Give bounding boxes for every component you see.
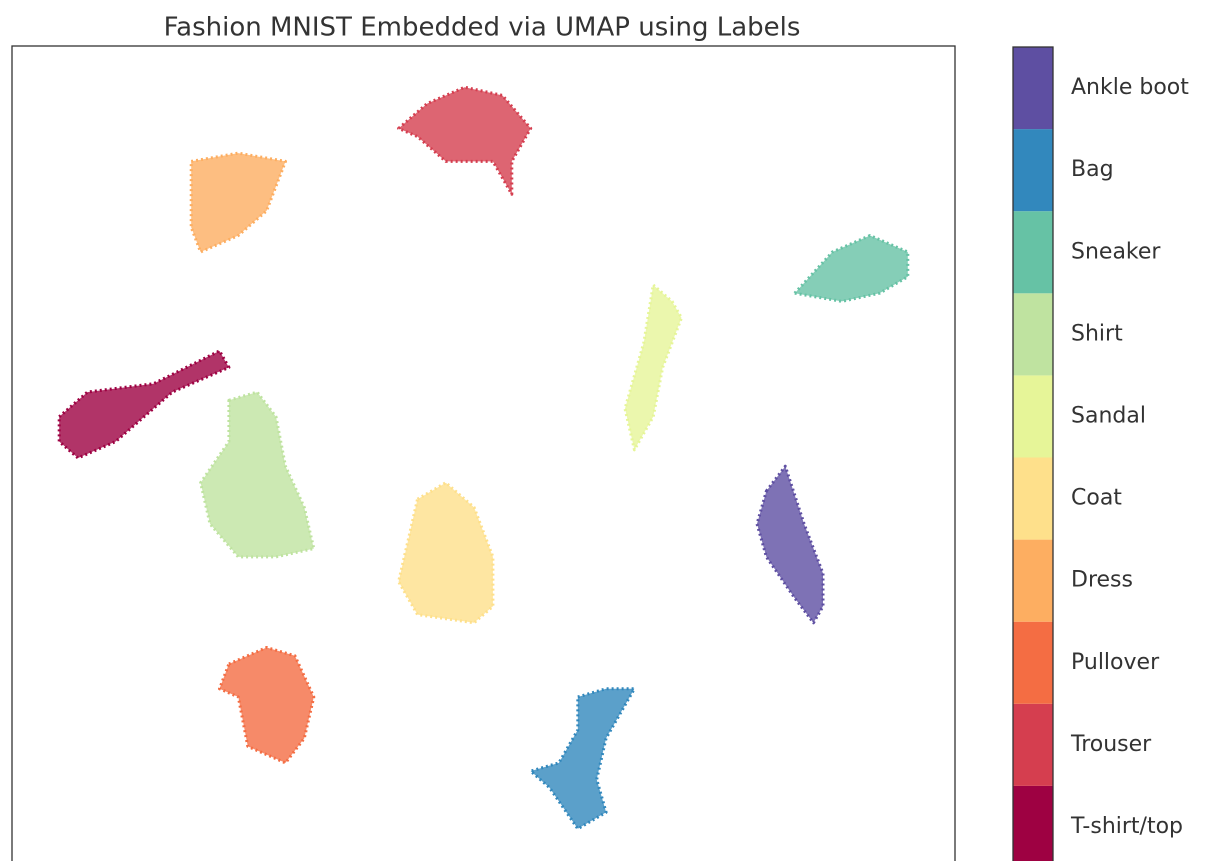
colorbar-band: [1013, 621, 1053, 704]
cluster: [793, 234, 910, 303]
colorbar-band: [1013, 539, 1053, 622]
colorbar-band: [1013, 293, 1053, 376]
cluster: [397, 85, 533, 196]
colorbar-band: [1013, 211, 1053, 294]
colorbar-label: Sandal: [1071, 403, 1146, 428]
colorbar-band: [1013, 47, 1053, 130]
colorbar-band: [1013, 785, 1053, 861]
cluster: [57, 349, 231, 460]
colorbar-band: [1013, 129, 1053, 212]
cluster: [623, 283, 683, 452]
colorbar-label: Shirt: [1071, 321, 1123, 346]
colorbar-label: T-shirt/top: [1070, 814, 1183, 839]
colorbar-label: Sneaker: [1071, 239, 1161, 264]
plot-frame: [11, 45, 956, 861]
colorbar-frame: [1012, 46, 1054, 861]
cluster: [199, 390, 316, 559]
chart-title: Fashion MNIST Embedded via UMAP using La…: [164, 13, 801, 43]
colorbar-label: Coat: [1071, 486, 1122, 511]
colorbar-band: [1013, 703, 1053, 786]
colorbar-label: Trouser: [1070, 732, 1152, 757]
colorbar-label: Ankle boot: [1071, 75, 1189, 100]
colorbar-label: Dress: [1071, 568, 1133, 593]
colorbar-band: [1013, 375, 1053, 458]
cluster: [755, 464, 825, 625]
cluster: [529, 687, 636, 831]
colorbar-band: [1013, 457, 1053, 540]
cluster: [218, 646, 316, 765]
colorbar-label: Pullover: [1071, 650, 1160, 675]
colorbar-label: Bag: [1071, 157, 1114, 182]
cluster: [189, 151, 287, 254]
cluster: [397, 481, 495, 625]
